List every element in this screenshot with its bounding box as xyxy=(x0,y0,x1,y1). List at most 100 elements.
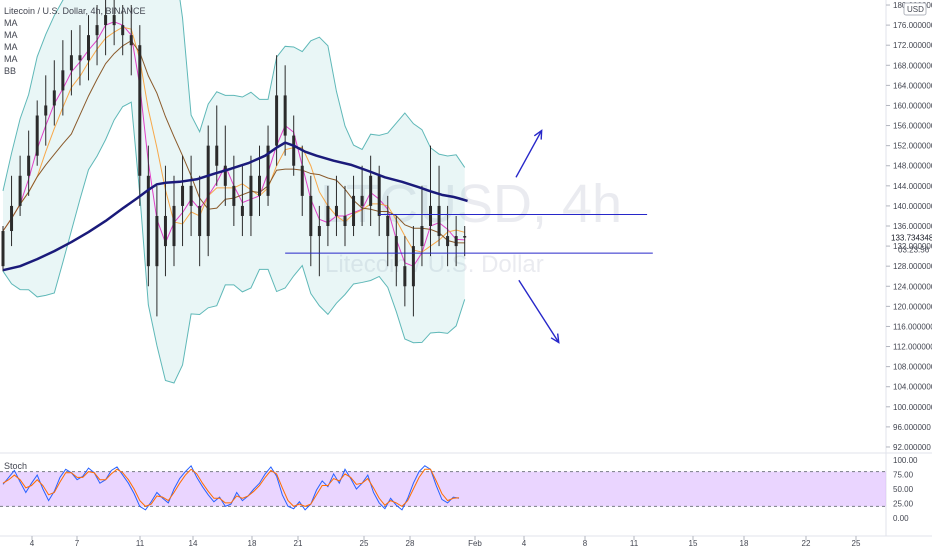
candle-body xyxy=(437,205,441,237)
candle-body xyxy=(266,145,270,196)
candle-body xyxy=(215,145,219,166)
candle-body xyxy=(411,246,415,287)
arrow-up-head xyxy=(533,129,543,140)
time-tick-label: 11 xyxy=(630,539,639,548)
candle-body xyxy=(232,185,236,206)
candle-body xyxy=(69,55,73,71)
price-tick-label: 172.000000 xyxy=(893,41,932,50)
price-tick-label: 148.000000 xyxy=(893,162,932,171)
price-tick-label: 152.000000 xyxy=(893,142,932,151)
price-tick-label: 112.000000 xyxy=(893,343,932,352)
candle-body xyxy=(129,35,133,46)
candle-body xyxy=(403,266,407,287)
candle-body xyxy=(163,215,167,247)
time-tick-label: 14 xyxy=(189,539,198,548)
countdown-label: 03:23:56 xyxy=(898,245,930,254)
candle-body xyxy=(386,215,390,237)
time-tick-label: 25 xyxy=(360,539,369,548)
time-tick-label: 25 xyxy=(852,539,861,548)
price-tick-label: 164.000000 xyxy=(893,81,932,90)
arrow-down-shaft xyxy=(518,279,560,343)
last-price-label: 133.734348 xyxy=(891,233,932,242)
candle-body xyxy=(283,95,287,136)
time-tick-label: 8 xyxy=(583,539,588,548)
price-tick-label: 160.000000 xyxy=(893,101,932,110)
candle-body xyxy=(189,185,193,206)
candle-body xyxy=(343,215,347,226)
candle-body xyxy=(429,205,432,226)
price-tick-label: 124.000000 xyxy=(893,282,932,291)
candle-body xyxy=(18,175,22,206)
candle-body xyxy=(446,236,450,247)
price-tick-label: 120.000000 xyxy=(893,302,932,311)
candle-body xyxy=(394,236,398,267)
time-tick-label: 22 xyxy=(802,539,811,548)
price-tick-label: 108.000000 xyxy=(893,363,932,372)
candle-body xyxy=(420,226,424,247)
price-tick-label: 136.000000 xyxy=(893,222,932,231)
time-tick-label: 18 xyxy=(740,539,749,548)
candle-body xyxy=(275,95,279,146)
indicator-ma-4[interactable]: MA xyxy=(4,54,18,64)
price-tick-label: 128.000000 xyxy=(893,262,932,271)
price-tick-label: 144.000000 xyxy=(893,182,932,191)
price-tick-label: 96.000000 xyxy=(893,423,931,432)
stoch-tick-label: 75.00 xyxy=(893,471,914,480)
stoch-d-line xyxy=(2,468,460,508)
candle-body xyxy=(121,25,125,36)
stoch-tick-label: 25.00 xyxy=(893,500,914,509)
time-tick-label: 7 xyxy=(75,539,80,548)
bollinger-lower-line xyxy=(2,101,466,384)
candle-body xyxy=(104,15,108,26)
candle-body xyxy=(240,205,244,216)
candle-body xyxy=(454,236,458,247)
watermark-name: Litecoin / U.S. Dollar xyxy=(325,251,544,278)
candle-body xyxy=(181,185,185,206)
symbol-title[interactable]: Litecoin / U.S. Dollar, 4h, BINANCE xyxy=(4,6,146,16)
price-tick-label: 168.000000 xyxy=(893,61,932,70)
stoch-tick-label: 50.00 xyxy=(893,485,914,494)
candle-body xyxy=(377,175,381,216)
candle-body xyxy=(326,205,330,226)
price-tick-label: 92.000000 xyxy=(893,443,931,452)
time-tick-label: 4 xyxy=(30,539,35,548)
time-tick-label: 21 xyxy=(294,539,303,548)
candle-body xyxy=(87,35,90,61)
candle-body xyxy=(172,205,176,247)
time-tick-label: Feb xyxy=(468,539,482,548)
stoch-tick-label: 100.00 xyxy=(893,456,918,465)
candle-body xyxy=(334,205,338,216)
stoch-k-line xyxy=(2,464,460,511)
candle-body xyxy=(146,175,150,267)
candle-body xyxy=(352,195,356,226)
indicator-ma-3[interactable]: MA xyxy=(4,42,18,52)
candle-body xyxy=(112,15,116,26)
price-tick-label: 132.000000 xyxy=(893,242,932,251)
indicator-bb[interactable]: BB xyxy=(4,66,17,76)
price-tick-label: 176.000000 xyxy=(893,21,932,30)
price-tick-label: 140.000000 xyxy=(893,202,932,211)
stoch-indicator-label[interactable]: Stoch xyxy=(4,461,28,471)
candle-body xyxy=(1,231,5,267)
candle-body xyxy=(206,145,210,237)
candle-body xyxy=(52,90,56,106)
arrow-up-shaft xyxy=(515,130,543,178)
currency-badge xyxy=(903,2,927,16)
candle-body xyxy=(249,175,253,216)
candle-body xyxy=(198,205,202,237)
price-tick-label: 100.000000 xyxy=(893,403,932,412)
indicator-ma-2[interactable]: MA xyxy=(4,30,18,40)
candle-body xyxy=(61,70,65,91)
bollinger-upper-line xyxy=(2,0,466,191)
candle-body xyxy=(360,195,364,206)
time-tick-label: 15 xyxy=(689,539,698,548)
stoch-band-fill xyxy=(0,471,886,507)
candle-body xyxy=(95,25,99,36)
price-tick-label: 116.000000 xyxy=(893,322,932,331)
candle-body xyxy=(463,236,467,238)
indicator-ma-1[interactable]: MA xyxy=(4,18,18,28)
candle-body xyxy=(369,175,373,206)
candle-body xyxy=(78,55,82,61)
